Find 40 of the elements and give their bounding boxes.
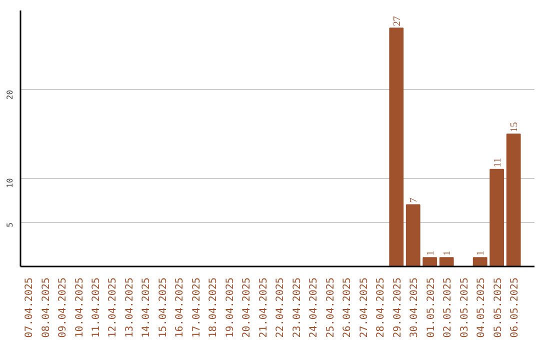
x-tick-label: 22.04.2025 (275, 277, 286, 338)
x-tick-label: 07.04.2025 (24, 277, 36, 338)
x-tick-label: 09.04.2025 (58, 277, 69, 338)
y-tick-label: 5 (6, 222, 14, 228)
x-tick-label: 13.04.2025 (124, 277, 136, 338)
x-tick-label: 04.05.2025 (476, 277, 488, 338)
x-tick-label: 20.04.2025 (242, 277, 253, 338)
x-tick-label: 05.05.2025 (492, 277, 504, 338)
data-label: 1 (425, 250, 436, 256)
data-label: 15 (509, 122, 520, 132)
x-tick-label: 29.04.2025 (392, 277, 404, 338)
x-tick-label: 21.04.2025 (258, 277, 270, 338)
x-tick-label: 17.04.2025 (191, 277, 202, 338)
x-tick-label: 24.04.2025 (308, 277, 320, 338)
x-tick-label: 02.05.2025 (442, 277, 454, 338)
x-tick-label: 14.04.2025 (141, 277, 152, 338)
data-label: 7 (408, 198, 420, 203)
x-tick-label: 19.04.2025 (224, 277, 236, 338)
x-tick-label: 18.04.2025 (208, 277, 220, 338)
x-tick-label: 15.04.2025 (158, 277, 169, 338)
y-tick-label: 20 (6, 90, 14, 100)
x-tick-label: 28.04.2025 (376, 277, 387, 338)
x-tick-label: 08.04.2025 (40, 277, 52, 338)
x-tick-label: 26.04.2025 (342, 277, 354, 338)
x-tick-label: 27.04.2025 (358, 277, 370, 338)
x-tick-label: 30.04.2025 (409, 277, 420, 338)
data-label: 1 (442, 250, 454, 256)
x-tick-label: 23.04.2025 (292, 277, 303, 338)
x-tick-label: 10.04.2025 (74, 277, 86, 338)
x-tick-label: 12.04.2025 (108, 277, 119, 338)
x-tick-label: 06.05.2025 (510, 277, 521, 338)
x-tick-label: 01.05.2025 (426, 277, 437, 338)
x-tick-label: 11.04.2025 (91, 277, 102, 338)
data-label: 1 (476, 250, 487, 256)
x-tick-label: 03.05.2025 (459, 277, 470, 338)
x-tick-label: 25.04.2025 (325, 277, 336, 338)
data-label: 11 (492, 158, 504, 168)
y-tick-label: 10 (6, 178, 14, 188)
data-label: 27 (392, 16, 403, 26)
x-tick-label: 16.04.2025 (174, 277, 186, 338)
